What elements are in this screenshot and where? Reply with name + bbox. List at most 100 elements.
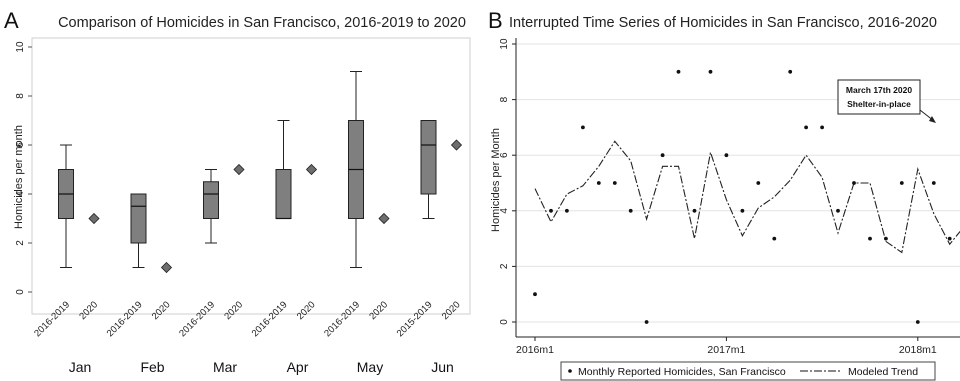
x-tick-label-2020: 2020 [150,299,173,322]
data-point [660,153,665,158]
box-iqr [420,120,437,195]
panel-b-title: Interrupted Time Series of Homicides in … [509,15,937,31]
marker-2020 [378,212,390,225]
x-tick-label: 2018m1 [899,344,937,356]
data-point [915,320,920,324]
box-group-jan [58,144,100,268]
box-iqr [130,193,147,244]
x-tick-label-baseline: 2016-2019 [32,299,72,339]
x-tick-label-baseline: 2016-2019 [250,299,290,339]
y-tick-label: 6 [499,152,510,158]
data-point [884,236,888,241]
y-tick-label: 6 [15,142,26,148]
panel-b-y-axis: 0 2 4 6 8 10 [499,38,517,337]
y-tick-label: 2 [499,263,510,269]
data-point [676,69,681,74]
y-tick-label: 8 [15,93,26,99]
box-group-feb [130,193,173,274]
intervention-callout-line2: Shelter-in-place [847,99,911,109]
box-iqr [275,169,292,219]
panel-a: A Comparison of Homicides in San Francis… [4,8,471,375]
y-tick-label: 0 [15,289,26,295]
x-tick-label-2020: 2020 [440,299,463,322]
month-label: Jan [69,359,92,375]
box-group-may [348,71,390,268]
marker-2020 [450,139,463,151]
data-point [947,236,952,241]
box-group-mar [203,163,245,244]
data-point [628,208,633,213]
x-tick-label: 2016m1 [516,344,554,356]
marker-2020 [160,261,173,274]
intervention-callout-box [837,79,921,115]
marker-2020 [88,212,100,225]
panel-b-legend: Monthly Reported Homicides, San Francisc… [560,361,936,381]
month-label: Mar [213,359,237,375]
x-tick-label-2020: 2020 [77,299,100,322]
y-tick-label: 8 [499,96,510,102]
data-point [692,208,697,213]
panel-b-label: B [488,8,503,33]
data-point [565,208,569,213]
panel-b-points [533,69,952,324]
panel-b: B Interrupted Time Series of Homicides i… [488,8,960,381]
panel-a-title: Comparison of Homicides in San Francisco… [58,15,466,31]
data-point [931,181,936,185]
legend-marker-point [568,369,572,373]
month-label: May [357,359,383,375]
trend-line-pre [534,140,960,254]
y-tick-label: 10 [15,41,26,53]
data-point [533,292,537,297]
x-tick-label-2020: 2020 [295,299,318,322]
data-point [581,125,585,130]
panel-b-x-axis: 2016m12017m12018m12019m12020m1 [516,336,960,356]
legend-label-trend: Modeled Trend [848,366,918,378]
box-iqr [203,181,219,219]
panel-a-boxes [58,71,463,274]
y-tick-label: 10 [499,38,510,50]
box-group-jun [420,120,463,219]
data-point [612,181,617,185]
data-point [708,69,713,74]
data-point [804,125,808,130]
box-group-apr [275,120,318,220]
x-tick-label-baseline: 2016-2019 [322,299,362,339]
intervention-callout-line1: March 17th 2020 [846,85,912,95]
data-point [549,208,553,213]
data-point [596,181,601,185]
data-point [899,181,904,185]
legend-box [560,361,936,381]
y-tick-label: 4 [15,191,26,197]
y-tick-label: 2 [15,240,26,246]
panel-a-plot-frame [31,37,471,315]
month-label: Feb [140,359,164,375]
panel-a-y-axis: 0 2 4 6 8 10 [15,41,32,295]
data-point [868,236,872,241]
x-tick-label-baseline: 2015-2019 [395,299,435,339]
data-point [852,181,856,185]
x-tick-label-2020: 2020 [367,299,390,322]
month-label: Jun [431,359,454,375]
data-point [644,320,649,324]
panel-a-y-axis-label: Homicides per month [13,125,25,229]
month-label: Apr [287,359,309,375]
panel-b-intervention: March 17th 2020 Shelter-in-place [837,79,936,123]
y-tick-label: 0 [499,319,510,325]
data-point [740,208,745,213]
x-tick-label-baseline: 2016-2019 [177,299,217,339]
panel-a-label: A [4,8,19,33]
data-point [820,125,824,130]
data-point [724,153,729,158]
intervention-callout-arrowhead [929,116,936,123]
data-point [756,181,761,185]
panel-b-y-axis-label: Homicides per Month [490,128,502,232]
data-point [772,236,777,241]
x-tick-label-baseline: 2016-2019 [105,299,145,339]
x-tick-label: 2017m1 [707,344,745,356]
marker-2020 [233,163,245,176]
y-tick-label: 4 [499,208,510,214]
legend-label-monthly: Monthly Reported Homicides, San Francisc… [578,366,786,378]
data-point [788,69,793,74]
